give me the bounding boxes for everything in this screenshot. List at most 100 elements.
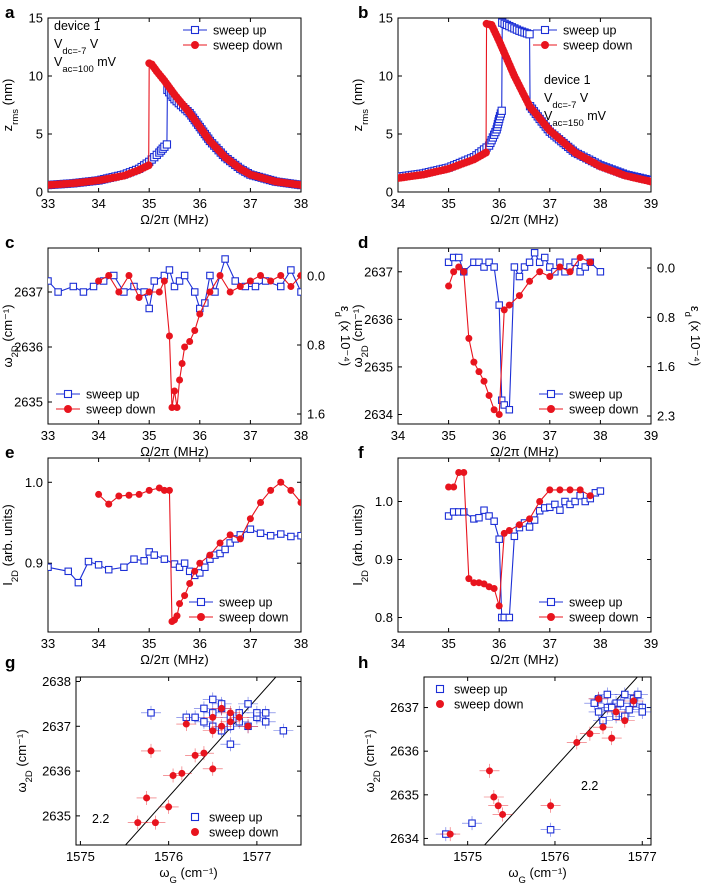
down-marker [236,535,244,543]
down-marker [176,600,184,608]
up-marker [634,690,642,699]
down-marker [446,830,454,838]
down-marker [490,406,498,414]
down-marker [191,567,199,575]
up-marker [551,500,559,509]
up-marker [246,525,255,533]
down-marker [155,484,163,492]
up-marker [120,563,128,572]
down-marker [200,749,208,757]
up-marker [480,263,488,271]
up-marker [266,531,275,540]
x-axis-label: ωG (cm⁻¹) [508,865,566,885]
up-marker [165,266,174,274]
up-marker [162,140,172,149]
data-layer [398,18,651,186]
legend-label: sweep up [219,596,273,610]
x-tick-label: 37 [543,196,557,211]
down-marker [460,469,468,476]
up-marker [540,253,549,262]
x-tick-label: 38 [593,196,607,211]
y-axis-label: ω2D (cm⁻¹) [362,729,383,792]
down-marker [566,486,574,494]
y-axis-label: I2D (arb. units) [350,504,371,586]
down-marker [257,499,265,507]
down-marker [125,491,133,499]
down-marker [608,734,616,742]
down-marker [115,492,123,500]
down-marker [546,273,554,281]
down-marker [186,579,194,587]
x-tick-label: 35 [142,636,156,651]
down-marker [515,292,523,300]
y-tick-label: 2637 [390,700,419,715]
x-tick-label: 39 [644,196,658,211]
down-marker [465,334,473,342]
up-marker [495,301,503,309]
down-marker [566,268,574,276]
up-marker [571,497,579,506]
down-marker [536,268,544,276]
up-marker [596,487,605,495]
down-marker [490,793,498,801]
x-tick-label: 39 [644,636,658,651]
down-marker [216,539,224,547]
down-marker [145,288,153,296]
data-layer [435,677,651,845]
x-tick-label: 33 [41,196,55,211]
y-tick-label: 5 [386,127,393,142]
legend-label: sweep up [569,596,623,610]
up-marker [485,512,493,520]
down-marker [178,360,186,367]
x-tick-label: 37 [243,196,257,211]
panel-label: b [358,3,368,22]
x-tick-label: 33 [41,636,55,651]
up-marker [287,532,295,541]
panel-c: c 33 34 35 36 37 38 2635 2636 2637 0.0 0.8 1.6 εd (x … [0,233,353,459]
y-tick-label: 2634 [390,831,419,846]
up-marker [510,263,519,271]
down-marker [267,277,275,285]
up-marker [596,268,605,276]
y-right-tick-label: 1.6 [657,359,675,374]
down-series-line [48,62,301,186]
x-tick-label: 38 [593,428,607,443]
y-tick-label: 0 [36,185,43,200]
up-marker [150,551,159,559]
up-marker [221,255,229,263]
down-marker [191,327,199,334]
up-marker [54,288,62,296]
legend-up-marker [63,389,73,399]
down-marker [218,722,226,730]
up-marker [206,271,214,280]
x-tick-label: 36 [492,636,506,651]
up-marker [261,709,270,717]
y-tick-label: 2637 [364,264,393,279]
down-marker [171,387,178,395]
x-tick-label: 39 [644,428,658,443]
up-marker [297,531,301,540]
up-marker [530,249,539,257]
x-axis-label: Ω/2π (MHz) [140,212,209,227]
down-marker [297,272,301,279]
y-axis-label: I2D (arb. units) [0,504,21,586]
legend-label: sweep up [454,683,508,697]
up-marker [490,517,498,525]
down-marker [480,377,488,385]
x-tick-label: 37 [243,636,257,651]
legend-up-marker [546,597,556,607]
down-marker [621,717,629,725]
x-tick-label: 35 [142,196,156,211]
legend-label: sweep up [86,388,140,402]
up-marker [505,613,514,622]
up-marker [190,288,199,296]
fit-slope-label: 2.2 [581,779,598,793]
legend-down-marker [191,828,199,836]
x-tick-label: 33 [41,428,55,443]
down-marker [500,529,508,537]
down-marker [178,769,186,777]
down-marker [455,263,463,271]
up-series-line [448,251,601,411]
panel-label: f [358,443,364,462]
panel-label: c [5,233,14,252]
